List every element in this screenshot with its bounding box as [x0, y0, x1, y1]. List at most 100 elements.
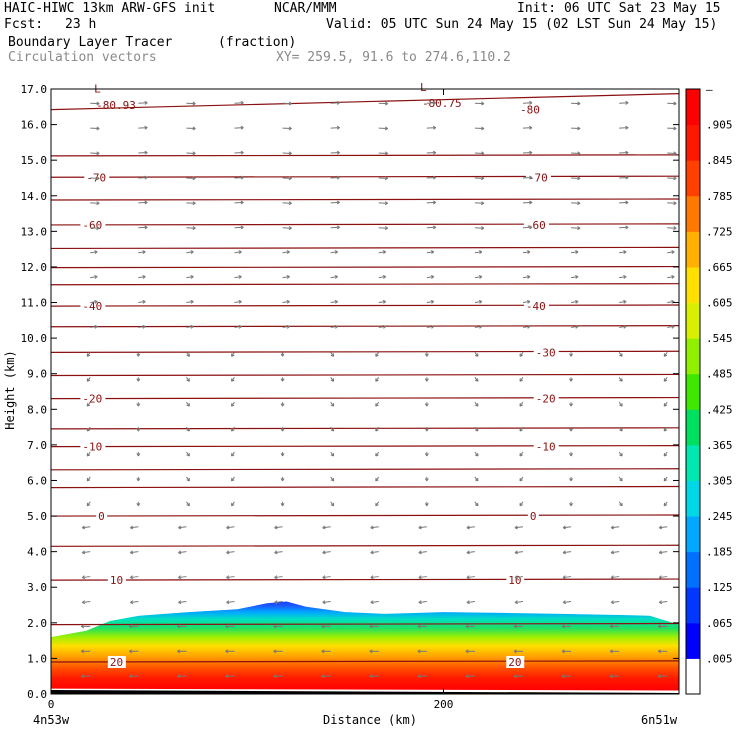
- colorbar-segment: [686, 124, 700, 161]
- wind-vector: [611, 551, 620, 554]
- wind-vector-head: [80, 649, 85, 654]
- wind-vector-head: [465, 649, 469, 654]
- wind-vector-head: [370, 525, 374, 530]
- wind-vector: [659, 526, 668, 529]
- wind-vector-head: [330, 378, 335, 382]
- wind-vector: [330, 201, 340, 204]
- low-marker: L: [420, 81, 427, 94]
- wind-vector-head: [96, 176, 100, 181]
- wind-vector-head: [610, 525, 615, 530]
- wind-vector-head: [375, 378, 379, 382]
- colorbar-segment: [686, 551, 700, 588]
- wind-vector-head: [478, 250, 483, 254]
- y-tick-label: 15.0: [21, 154, 48, 167]
- wind-vector-head: [432, 125, 437, 130]
- wind-vector-head: [577, 126, 581, 131]
- x-endpoint-left: 4n53w: [33, 713, 70, 727]
- wind-vector-head: [529, 100, 533, 105]
- wind-vector-head: [663, 477, 668, 482]
- wind-vector-head: [529, 175, 533, 180]
- wind-vector: [274, 576, 283, 579]
- wind-vector-head: [273, 624, 277, 629]
- contour-label: 20: [110, 656, 123, 669]
- wind-vector-head: [280, 453, 285, 457]
- wind-vector-head: [336, 200, 340, 205]
- wind-vector-head: [186, 378, 190, 382]
- x-endpoint-right: 6n51w: [641, 713, 678, 727]
- wind-vector: [563, 526, 572, 529]
- colorbar-label: .845: [706, 154, 733, 167]
- wind-vector-head: [81, 600, 86, 605]
- wind-vector: [186, 276, 194, 279]
- wind-vector: [466, 576, 475, 579]
- wind-vector: [474, 276, 482, 279]
- field-name: Boundary Layer Tracer: [8, 35, 173, 50]
- wind-vector-head: [619, 477, 623, 482]
- wind-vector-head: [238, 324, 242, 329]
- wind-vector: [474, 251, 482, 254]
- x-axis-label: Distance (km): [323, 713, 417, 727]
- wind-vector: [426, 276, 434, 279]
- temperature-contour: [50, 325, 680, 328]
- wind-vector: [90, 325, 98, 328]
- wind-vector: [282, 251, 290, 254]
- wind-vector-head: [577, 101, 581, 106]
- wind-vector: [514, 526, 524, 529]
- wind-vector: [330, 176, 340, 179]
- wind-vector-head: [424, 403, 429, 407]
- wind-vector-head: [86, 502, 91, 507]
- wind-vector-head: [186, 403, 190, 407]
- colorbar-label: .605: [706, 297, 733, 310]
- wind-vector: [611, 526, 620, 529]
- wind-vector-head: [577, 201, 581, 206]
- colorbar-segment: [686, 231, 700, 268]
- colorbar-top-label: –: [706, 83, 713, 96]
- wind-vector-head: [288, 226, 292, 231]
- wind-vector-head: [240, 100, 244, 105]
- wind-vector-head: [81, 550, 86, 555]
- wind-vector: [466, 600, 475, 603]
- wind-vector-head: [625, 125, 629, 130]
- wind-vector: [667, 301, 675, 304]
- wind-vector-head: [375, 353, 379, 357]
- wind-vector-head: [569, 353, 574, 357]
- wind-vector: [619, 176, 629, 179]
- wind-vector-head: [96, 101, 100, 106]
- wind-vector-head: [382, 299, 387, 304]
- wind-vector-head: [286, 324, 290, 329]
- wind-vector: [667, 251, 675, 254]
- temperature-contour: [50, 154, 680, 157]
- wind-vector: [330, 325, 338, 328]
- wind-vector-head: [623, 274, 627, 279]
- colorbar-segment: [686, 89, 700, 126]
- contour-label: -60: [82, 219, 102, 232]
- wind-vector-head: [369, 674, 373, 679]
- wind-vector-head: [280, 502, 285, 507]
- colorbar-segment: [686, 658, 700, 695]
- wind-vector-head: [619, 378, 623, 382]
- wind-vector: [234, 226, 244, 229]
- y-tick-label: 4.0: [27, 546, 47, 559]
- wind-vector-head: [609, 649, 613, 654]
- wind-vector-head: [240, 175, 244, 180]
- wind-vector-head: [192, 176, 196, 181]
- wind-vector-head: [514, 525, 518, 530]
- wind-vector-head: [280, 428, 285, 432]
- y-tick-label: 3.0: [27, 581, 47, 594]
- low-value: -80.93: [96, 99, 136, 112]
- wind-vector: [274, 600, 283, 603]
- wind-vector-head: [136, 502, 141, 507]
- wind-vector-head: [577, 226, 581, 231]
- wind-vector: [570, 276, 579, 279]
- wind-vector-head: [575, 299, 579, 304]
- wind-vector-head: [336, 150, 340, 155]
- wind-vector: [234, 102, 244, 104]
- wind-vector: [330, 102, 340, 104]
- wind-vector-head: [424, 353, 429, 357]
- wind-vector: [522, 251, 531, 254]
- wind-vector-head: [142, 299, 146, 304]
- wind-vector-head: [474, 477, 479, 482]
- wind-vector-head: [663, 403, 668, 407]
- wind-vector-head: [562, 575, 567, 580]
- wind-vector-head: [417, 674, 421, 679]
